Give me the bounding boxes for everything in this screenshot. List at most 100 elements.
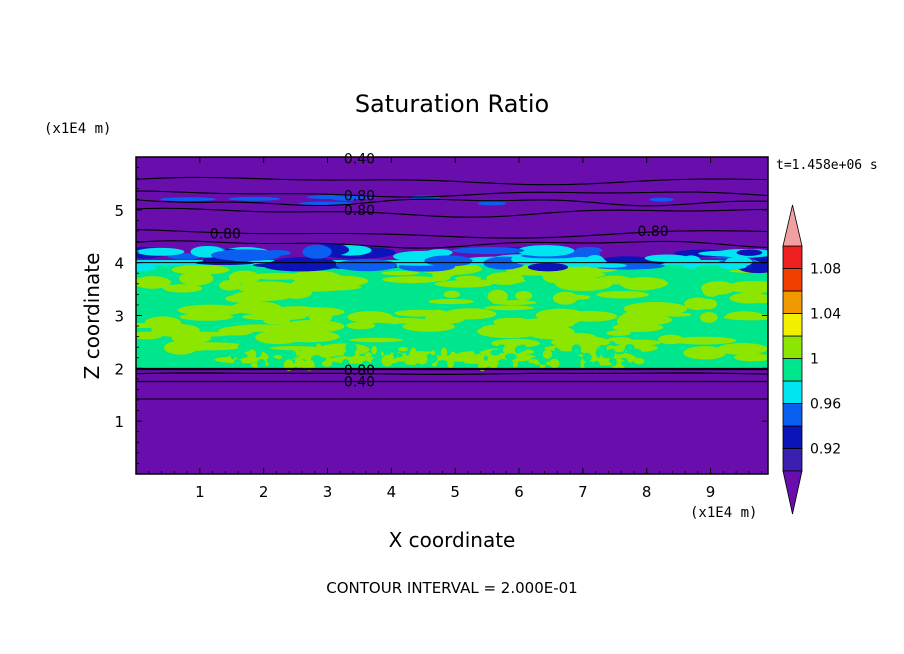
turbulent-cell bbox=[542, 349, 553, 359]
turbulent-cell bbox=[325, 357, 333, 367]
turbulent-cell bbox=[631, 348, 642, 356]
turbulent-cell bbox=[575, 358, 581, 370]
colorbar-label: 0.92 bbox=[810, 442, 841, 458]
contour-labels: 0.400.800.800.80 0.800.800.40 bbox=[210, 152, 669, 391]
cloud-patch bbox=[434, 280, 493, 288]
cloud-patch bbox=[670, 336, 737, 345]
y-unit-label: (x1E4 m) bbox=[44, 121, 111, 137]
cloud-patch bbox=[684, 297, 712, 311]
cloud-top-patch bbox=[424, 255, 473, 267]
y-tick-label: 1 bbox=[114, 413, 124, 431]
turbulent-cell bbox=[381, 354, 394, 367]
colorbar-arrow-high bbox=[782, 204, 803, 247]
cloud-patch bbox=[606, 330, 631, 336]
turbulent-cell bbox=[256, 358, 266, 369]
cloud-top-patch bbox=[302, 244, 332, 259]
cloud-patch bbox=[172, 331, 233, 337]
turbulent-cell bbox=[514, 345, 522, 354]
cloud-patch bbox=[382, 276, 441, 284]
contour-label: 0.80 bbox=[210, 227, 241, 243]
cloud-top-patch bbox=[336, 258, 398, 272]
cloud-patch bbox=[535, 333, 560, 339]
turbulent-cell bbox=[600, 347, 608, 354]
colorbar-bin bbox=[782, 380, 803, 404]
turbulent-cell bbox=[571, 344, 582, 355]
cloud-patch bbox=[560, 294, 591, 300]
turbulent-cell bbox=[316, 346, 327, 352]
turbulent-cell bbox=[478, 361, 491, 368]
cloud-patch bbox=[275, 331, 340, 343]
cloud-top-patch bbox=[575, 246, 603, 254]
contour-lines bbox=[136, 176, 768, 400]
colorbar-label: 0.96 bbox=[810, 397, 841, 413]
contour-line bbox=[136, 372, 768, 375]
turbulent-cell bbox=[273, 354, 283, 360]
x-tick-label: 9 bbox=[706, 483, 716, 501]
turbulent-cell bbox=[447, 354, 456, 362]
contour-label: 0.80 bbox=[344, 189, 375, 205]
colorbar-bin bbox=[782, 425, 803, 449]
cloud-patch bbox=[515, 290, 533, 301]
turbulent-cell bbox=[545, 361, 555, 366]
y-tick-label: 4 bbox=[114, 255, 124, 273]
cloud-patch bbox=[163, 340, 197, 355]
colorbar-label: 1.08 bbox=[810, 262, 841, 278]
cloud-patch bbox=[228, 270, 261, 285]
turbulent-cell bbox=[556, 349, 562, 357]
contour-label: 0.80 bbox=[638, 224, 669, 240]
x-tick-label: 8 bbox=[642, 483, 652, 501]
turbulent-cell bbox=[425, 353, 438, 364]
turbulent-cell bbox=[473, 353, 481, 358]
x-tick-label: 6 bbox=[514, 483, 524, 501]
cloud-top-patch bbox=[426, 249, 453, 256]
cloud-top-patch bbox=[724, 256, 753, 267]
cloud-patch bbox=[443, 290, 461, 298]
cloud-patch bbox=[607, 337, 632, 342]
upper-streak bbox=[228, 196, 281, 201]
cloud-patch bbox=[726, 280, 768, 294]
contour-line bbox=[136, 190, 768, 198]
cloud-patch bbox=[612, 323, 664, 332]
turbulent-cell bbox=[284, 349, 297, 360]
turbulent-cell bbox=[587, 345, 597, 352]
x-axis: 1 2 3 4 5 6 7 8 9 bbox=[148, 157, 763, 501]
x-tick-label: 1 bbox=[195, 483, 205, 501]
upper-streak bbox=[332, 196, 358, 201]
cloud-patch bbox=[562, 311, 618, 322]
contour-label: 0.80 bbox=[344, 363, 375, 379]
cloud-patch bbox=[701, 281, 736, 295]
colorbar-bin bbox=[782, 290, 803, 314]
cloud-patch bbox=[347, 311, 394, 324]
cloud-patch bbox=[683, 346, 727, 360]
turbulent-cell bbox=[248, 349, 257, 360]
colorbar-bin bbox=[782, 448, 803, 472]
turbulent-cell bbox=[512, 359, 519, 369]
turbulent-cell bbox=[593, 360, 600, 371]
y-axis: 1 2 3 4 5 bbox=[114, 167, 768, 464]
turbulent-cell bbox=[371, 345, 377, 355]
y-axis-label: Z coordinate bbox=[80, 253, 104, 380]
turbulent-cell bbox=[633, 357, 645, 365]
cloud-patch bbox=[493, 317, 533, 326]
cloud-patch bbox=[726, 311, 763, 320]
contour-label: 0.80 bbox=[344, 203, 375, 219]
cloud-patch bbox=[733, 353, 768, 362]
turbulent-cell bbox=[322, 348, 331, 359]
colorbar-bin bbox=[782, 245, 803, 269]
turbulent-cell bbox=[398, 346, 409, 352]
turbulent-cell bbox=[528, 359, 539, 364]
turbulent-cell bbox=[614, 347, 625, 353]
cloud-patch bbox=[454, 275, 482, 281]
turbulent-cell bbox=[314, 355, 323, 362]
cloud-patch bbox=[228, 324, 292, 332]
turbulent-cell bbox=[440, 347, 448, 358]
cloud-patch bbox=[263, 316, 291, 325]
turbulent-cell bbox=[502, 345, 511, 354]
upper-streak bbox=[160, 197, 216, 202]
cloud-patch bbox=[349, 337, 403, 343]
x-axis-label: X coordinate bbox=[389, 528, 516, 552]
y-tick-label: 2 bbox=[114, 360, 124, 378]
turbulent-cell bbox=[380, 346, 389, 352]
turbulent-cell bbox=[228, 350, 241, 358]
